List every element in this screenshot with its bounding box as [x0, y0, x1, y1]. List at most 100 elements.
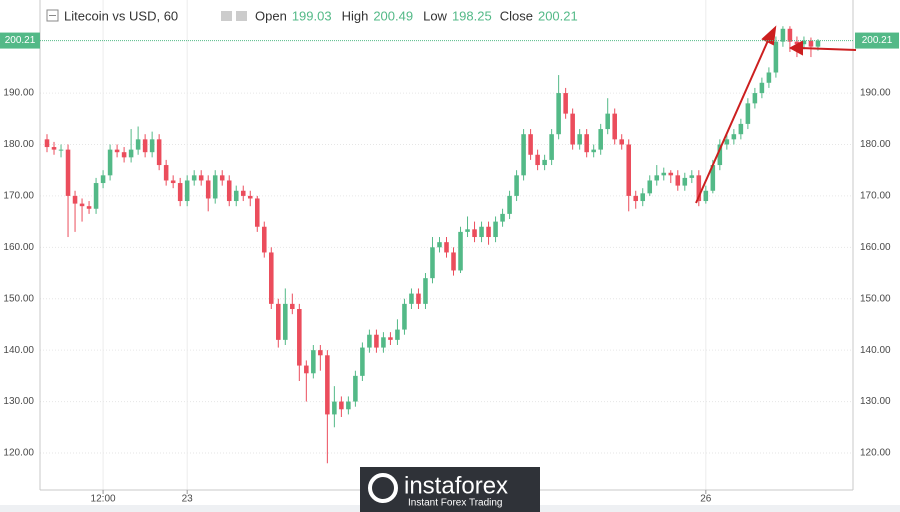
ohlc-header: Open 199.03 High 200.49 Low 198.25 Close 200.21 — [255, 8, 578, 23]
candle-body — [633, 195, 639, 202]
candles — [44, 26, 821, 464]
candle-body — [205, 180, 211, 199]
candle-body — [318, 350, 323, 356]
candle-body — [247, 195, 253, 199]
grid — [40, 0, 853, 490]
candle-body — [276, 303, 281, 340]
candle-body — [437, 242, 442, 248]
y2-tick-label: 150.00 — [860, 293, 891, 304]
collapse-icon[interactable] — [46, 9, 59, 22]
candle-body — [654, 175, 660, 181]
watermark-tagline: Instant Forex Trading — [408, 498, 503, 509]
x-tick-label: 23 — [182, 494, 194, 505]
candle-body — [107, 149, 113, 176]
ohlc-label: Open — [255, 8, 287, 23]
candle-body — [815, 40, 821, 47]
ohlc-label: Close — [500, 8, 533, 23]
candle-body — [731, 134, 737, 140]
candle-body — [353, 375, 358, 402]
candle-body — [766, 72, 772, 83]
candle-body — [535, 154, 540, 166]
candle-body — [142, 139, 148, 153]
candle-body — [598, 129, 603, 150]
y-tick-label: 170.00 — [3, 191, 34, 202]
candle-body — [261, 226, 267, 253]
last-price-box — [0, 32, 40, 49]
chart-title: Litecoin vs USD, 60 — [64, 8, 178, 23]
candle-body — [710, 165, 716, 191]
candle-body — [500, 213, 505, 222]
candle-body — [219, 175, 225, 181]
candle-body — [72, 195, 78, 204]
candle-body — [682, 177, 688, 186]
arrow-head — [761, 25, 777, 46]
candle-body — [381, 337, 386, 348]
candle-body — [773, 41, 779, 73]
y2-tick-label: 180.00 — [860, 139, 891, 150]
y-tick-label: 120.00 — [3, 448, 34, 459]
candle-body — [528, 134, 533, 155]
candle-body — [409, 293, 414, 304]
candle-body — [156, 139, 162, 166]
y2-tick-label: 190.00 — [860, 88, 891, 99]
candle-body — [191, 175, 197, 181]
candle-body — [542, 159, 547, 166]
candle-body — [311, 350, 316, 374]
candle-body — [577, 134, 582, 145]
candle-body — [233, 190, 239, 202]
candle-body — [801, 40, 807, 45]
candle-body — [752, 93, 758, 104]
candle-body — [79, 203, 85, 207]
candle-body — [198, 175, 204, 181]
candle-body — [619, 139, 624, 145]
candle-body — [507, 195, 512, 214]
arrow-line — [695, 35, 771, 204]
candle-body — [444, 242, 449, 253]
candle-body — [346, 401, 351, 410]
candle-body — [717, 144, 723, 166]
candle-body — [675, 175, 681, 186]
candle-body — [605, 113, 610, 130]
candle-body — [128, 149, 134, 158]
candle-body — [430, 247, 435, 279]
annotation-arrows — [695, 25, 857, 204]
y2-tick-label: 170.00 — [860, 191, 891, 202]
candle-body — [759, 82, 765, 94]
candle-body — [65, 149, 71, 196]
x-tick-label: 26 — [700, 494, 712, 505]
candle-body — [44, 139, 50, 148]
ohlc-value: 200.21 — [538, 8, 578, 23]
candle-body — [240, 190, 246, 196]
settings-icon[interactable] — [221, 11, 232, 21]
candle-body — [612, 113, 617, 140]
candle-body — [724, 139, 730, 145]
candle-body — [458, 231, 463, 271]
candle-body — [696, 175, 702, 202]
y2-tick-label: 130.00 — [860, 396, 891, 407]
candle-body — [177, 183, 183, 202]
candle-body — [808, 40, 814, 47]
candle-body — [184, 180, 190, 202]
candle-body — [451, 252, 456, 271]
watermark-brand: instaforex — [404, 472, 508, 499]
candle-body — [745, 103, 751, 124]
ohlc-label: Low — [423, 8, 447, 23]
candle-body — [668, 172, 674, 176]
candle-body — [787, 28, 793, 42]
ohlc-value: 199.03 — [292, 8, 332, 23]
hide-icon[interactable] — [236, 11, 247, 21]
y-tick-label: 150.00 — [3, 293, 34, 304]
candle-body — [780, 28, 786, 42]
candle-body — [493, 221, 498, 238]
candle-body — [647, 180, 653, 194]
y-tick-label: 130.00 — [3, 396, 34, 407]
watermark-box — [360, 467, 540, 512]
candle-body — [114, 149, 120, 153]
candle-body — [93, 183, 99, 209]
candle-body — [486, 226, 491, 238]
y2-tick-label: 140.00 — [860, 345, 891, 356]
ohlc-label: High — [342, 8, 369, 23]
candle-body — [689, 175, 695, 178]
last-price-label: 200.21 — [862, 35, 893, 46]
candle-body — [549, 134, 554, 160]
